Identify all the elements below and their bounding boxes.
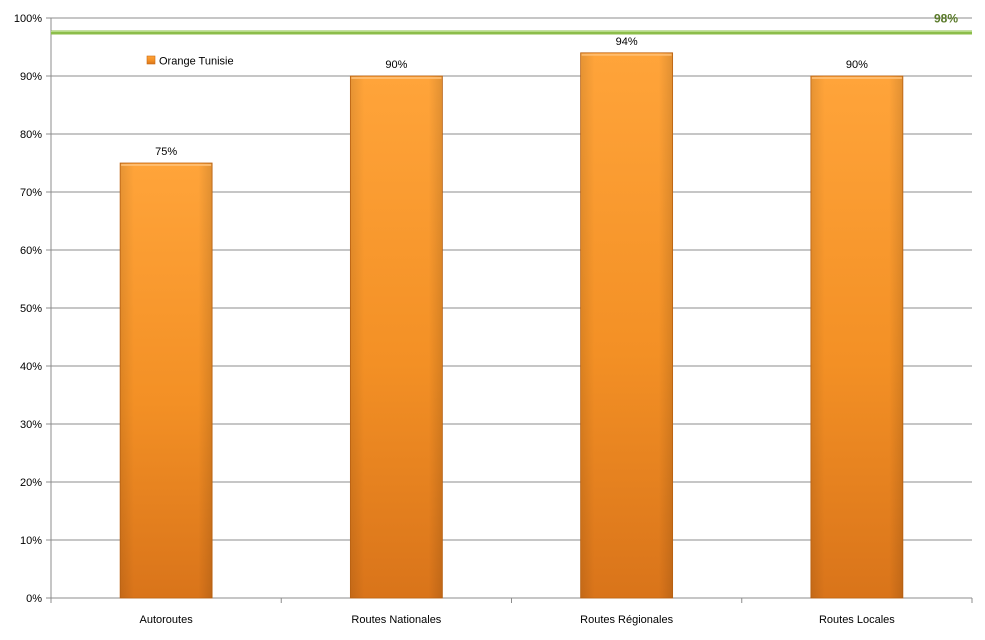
bar-highlight <box>581 53 672 56</box>
bars: 75% 90% 94% 90% <box>119 36 904 599</box>
category-label: Routes Locales <box>819 614 895 626</box>
bar-shading <box>810 76 903 598</box>
y-tick-label: 90% <box>20 71 42 83</box>
y-tick-label: 50% <box>20 303 42 315</box>
bar-shading <box>120 163 213 598</box>
category-label: Routes Régionales <box>580 614 673 626</box>
bar-shading <box>580 52 673 599</box>
y-tick-label: 40% <box>20 361 42 373</box>
legend-swatch <box>146 55 156 65</box>
category-label: Routes Nationales <box>351 614 441 626</box>
y-tick-label: 70% <box>20 187 42 199</box>
category-label: Autoroutes <box>140 614 194 626</box>
data-label: 90% <box>385 59 407 71</box>
data-label: 90% <box>846 59 868 71</box>
y-tick-label: 0% <box>26 593 42 605</box>
y-tick-label: 30% <box>20 419 42 431</box>
y-tick-label: 60% <box>20 245 42 257</box>
bar-highlight <box>351 77 442 79</box>
data-label: 94% <box>616 36 638 48</box>
data-label: 75% <box>155 146 177 158</box>
legend-label: Orange Tunisie <box>159 56 234 68</box>
axes: 0% 10% 20% 30% 40% 50% 60% 70% 80% 90% 100% Autorou… <box>14 13 973 626</box>
target-label: 98% <box>934 12 958 26</box>
legend: Orange Tunisie <box>146 55 234 68</box>
y-tick-label: 10% <box>20 535 42 547</box>
y-tick-label: 20% <box>20 477 42 489</box>
y-tick-label: 80% <box>20 129 42 141</box>
bar-highlight <box>811 77 902 79</box>
y-tick-label: 100% <box>14 13 42 25</box>
bar-highlight <box>121 164 212 166</box>
bar-shading <box>350 76 443 598</box>
target-line-group: 98% <box>51 12 972 35</box>
